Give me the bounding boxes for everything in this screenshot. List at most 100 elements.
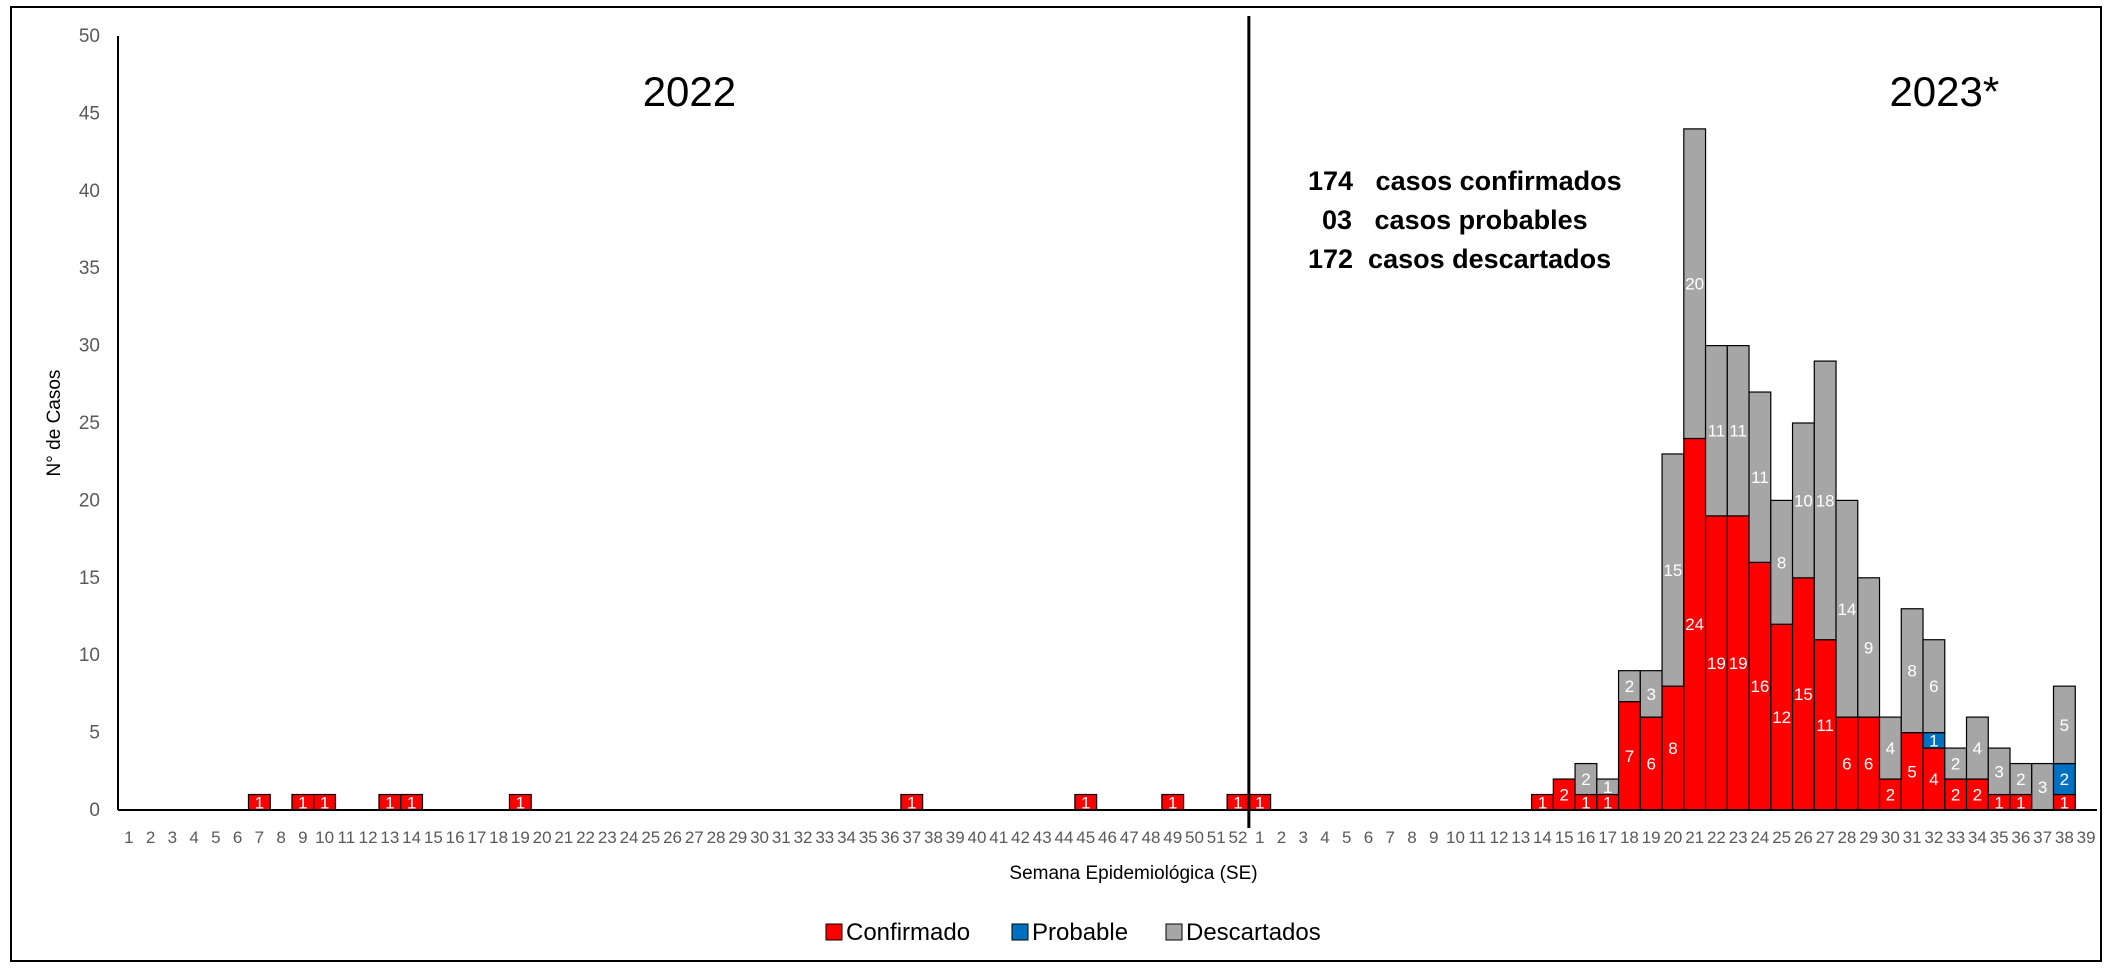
x-tick-label: 23 [1729, 828, 1748, 847]
x-tick-label: 10 [315, 828, 334, 847]
x-tick-label: 45 [1076, 828, 1095, 847]
summary-confirmed: 174 casos confirmados [1308, 166, 1622, 196]
year-label-2022: 2022 [643, 68, 736, 115]
y-tick-label: 30 [79, 336, 100, 357]
bar-value-label: 10 [1794, 491, 1813, 510]
x-tick-label: 18 [1620, 828, 1639, 847]
legend: Confirmado Probable Descartados [825, 919, 1321, 946]
bar-value-label: 4 [1929, 770, 1938, 789]
y-tick-label: 20 [79, 490, 100, 511]
bar-value-label: 19 [1729, 654, 1748, 673]
x-tick-label: 16 [446, 828, 465, 847]
bar-value-label: 12 [1772, 708, 1791, 727]
bar-segment-descartados [1683, 128, 1707, 440]
x-tick-label: 20 [1663, 828, 1682, 847]
x-tick-label: 3 [168, 828, 177, 847]
bar-value-label: 7 [1625, 747, 1634, 766]
x-tick-label: 31 [772, 828, 791, 847]
bar-segment-descartados [1857, 577, 1881, 718]
y-tick-label: 0 [89, 800, 100, 821]
x-tick-label: 36 [881, 828, 900, 847]
x-tick-label: 34 [1968, 828, 1987, 847]
x-tick-label: 47 [1120, 828, 1139, 847]
x-tick-label: 30 [1881, 828, 1900, 847]
bar-value-label: 11 [1751, 468, 1769, 487]
x-tick-label: 38 [2055, 828, 2074, 847]
x-tick-label: 50 [1185, 828, 1204, 847]
x-tick-label: 11 [338, 828, 356, 847]
y-axis-ticks: 0 5 10 15 20 25 30 35 40 45 50 [79, 26, 100, 821]
y-tick-label: 45 [79, 103, 100, 124]
bar-value-label: 2 [1973, 786, 1982, 805]
bar-value-label: 3 [1646, 685, 1655, 704]
bar-value-label: 11 [1708, 422, 1726, 441]
bar-value-label: 5 [2060, 716, 2069, 735]
bar-value-label: 6 [1842, 755, 1851, 774]
x-tick-label: 32 [1924, 828, 1943, 847]
x-tick-label: 22 [1707, 828, 1726, 847]
bar-segment-descartados [2052, 685, 2076, 765]
bar-value-label: 14 [1837, 600, 1856, 619]
x-tick-label: 13 [1511, 828, 1530, 847]
y-tick-label: 50 [79, 26, 100, 47]
bar-value-label: 1 [1081, 793, 1090, 812]
x-tick-label: 7 [1385, 828, 1394, 847]
bar-value-label: 2 [2016, 770, 2025, 789]
x-tick-label: 41 [989, 828, 1008, 847]
bar-value-label: 1 [516, 793, 525, 812]
bar-value-label: 1 [320, 793, 329, 812]
bar-value-label: 4 [1886, 739, 1895, 758]
x-tick-label: 39 [946, 828, 965, 847]
bar-value-label: 24 [1685, 615, 1704, 634]
bar-value-label: 20 [1685, 275, 1704, 294]
y-tick-label: 15 [79, 568, 100, 589]
bar-value-label: 1 [1929, 731, 1938, 750]
x-tick-label: 30 [750, 828, 769, 847]
bar-value-label: 15 [1794, 685, 1813, 704]
bar-value-label: 2 [1559, 786, 1568, 805]
bar-value-label: 2 [1625, 677, 1634, 696]
x-tick-label: 18 [489, 828, 508, 847]
x-tick-label: 21 [554, 828, 573, 847]
x-tick-label: 25 [1772, 828, 1791, 847]
bar-value-label: 8 [1777, 553, 1786, 572]
x-tick-label: 2 [146, 828, 155, 847]
x-tick-label: 19 [511, 828, 530, 847]
bar-value-label: 6 [1646, 755, 1655, 774]
bar-value-label: 6 [1929, 677, 1938, 696]
x-tick-label: 28 [707, 828, 726, 847]
bar-value-label: 1 [1255, 793, 1264, 812]
x-tick-label: 20 [533, 828, 552, 847]
year-label-2023: 2023* [1889, 68, 1999, 115]
y-tick-label: 40 [79, 181, 100, 202]
x-tick-label: 12 [359, 828, 378, 847]
x-tick-label: 33 [1946, 828, 1965, 847]
bar-value-label: 18 [1816, 491, 1835, 510]
legend-swatch-confirmado [825, 923, 843, 941]
legend-swatch-probable [1011, 923, 1029, 941]
x-tick-label: 8 [1407, 828, 1416, 847]
x-tick-label: 15 [424, 828, 443, 847]
summary-discarded: 172 casos descartados [1308, 244, 1611, 274]
x-tick-label: 12 [1489, 828, 1508, 847]
x-tick-label: 22 [576, 828, 595, 847]
x-tick-label: 36 [2011, 828, 2030, 847]
x-tick-label: 43 [1033, 828, 1052, 847]
bar-value-label: 1 [255, 793, 264, 812]
x-tick-label: 1 [124, 828, 133, 847]
x-tick-label: 32 [794, 828, 813, 847]
y-tick-label: 35 [79, 258, 100, 279]
bar-value-label: 9 [1864, 638, 1873, 657]
x-tick-label: 37 [902, 828, 921, 847]
bar-value-label: 15 [1663, 561, 1682, 580]
x-tick-label: 11 [1468, 828, 1486, 847]
x-tick-label: 38 [924, 828, 943, 847]
bar-value-label: 19 [1707, 654, 1726, 673]
x-tick-label: 23 [598, 828, 617, 847]
x-tick-label: 24 [1750, 828, 1769, 847]
x-tick-label: 27 [1816, 828, 1835, 847]
x-tick-label: 52 [1229, 828, 1248, 847]
bar-value-label: 11 [1729, 422, 1747, 441]
bar-value-label: 3 [2038, 778, 2047, 797]
x-tick-label: 9 [1429, 828, 1438, 847]
